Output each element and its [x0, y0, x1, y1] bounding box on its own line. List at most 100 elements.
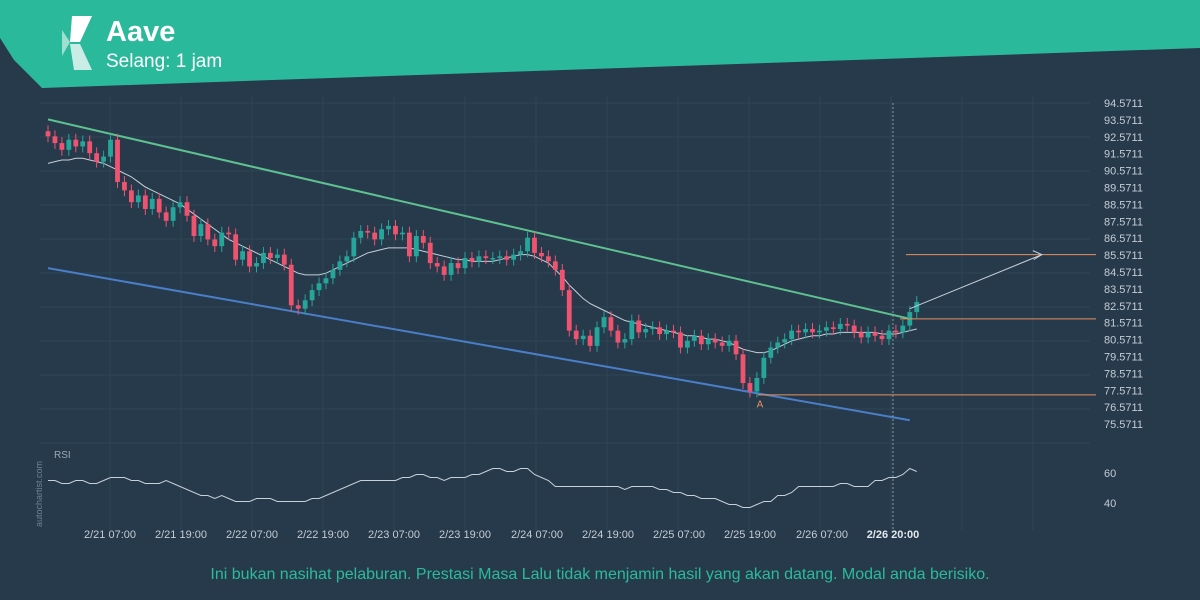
- candle: [483, 250, 489, 264]
- candle: [726, 334, 732, 352]
- rsi-tick-label: 60: [1104, 468, 1116, 480]
- candle: [754, 372, 760, 398]
- candle: [226, 226, 232, 241]
- candle-body: [768, 347, 774, 358]
- y-tick-label: 94.5711: [1104, 98, 1143, 110]
- candle: [122, 176, 127, 197]
- candle: [685, 334, 690, 354]
- candle-body: [824, 327, 829, 331]
- candle: [288, 258, 294, 312]
- candle-body: [483, 256, 489, 258]
- candle: [789, 324, 795, 346]
- candle: [657, 321, 662, 340]
- x-tick-label: 2/25 07:00: [653, 529, 705, 541]
- candle-body: [393, 225, 398, 235]
- candle: [879, 329, 885, 346]
- candle-body: [156, 198, 162, 213]
- x-tick-label: 2/23 19:00: [439, 529, 491, 541]
- y-tick-label: 83.5711: [1104, 284, 1143, 296]
- chart-grid: [40, 95, 1090, 530]
- candle-body: [851, 325, 857, 333]
- candle: [337, 255, 343, 276]
- candle: [504, 250, 510, 266]
- y-tick-label: 86.5711: [1104, 233, 1143, 245]
- candle: [497, 250, 503, 264]
- candle-body: [490, 257, 496, 260]
- candle: [664, 324, 669, 340]
- y-tick-label: 76.5711: [1104, 402, 1143, 414]
- candle-body: [559, 269, 565, 291]
- disclaimer-text: Ini bukan nasihat pelaburan. Prestasi Ma…: [210, 566, 990, 583]
- candle-body: [712, 339, 718, 343]
- candle: [142, 189, 148, 215]
- candle: [844, 317, 850, 332]
- candle-body: [344, 256, 350, 262]
- candle: [671, 324, 676, 339]
- candle-body: [400, 232, 405, 235]
- candle-body: [636, 320, 642, 333]
- candle-body: [365, 230, 371, 233]
- candle: [712, 333, 718, 349]
- candle-body: [122, 181, 127, 191]
- candle-body: [573, 330, 579, 340]
- candle: [803, 323, 808, 339]
- candle-body: [552, 261, 558, 270]
- x-axis: 2/21 07:00 2/21 19:00 2/22 07:00 2/22 19:00…: [84, 529, 919, 541]
- resistance-line: [47, 118, 911, 320]
- candle: [518, 245, 523, 261]
- candle-body: [685, 340, 690, 348]
- candle-body: [587, 335, 593, 346]
- candle-body: [295, 305, 301, 309]
- support-line: [47, 267, 910, 422]
- candle-body: [177, 202, 183, 208]
- candle: [810, 323, 815, 339]
- y-tick-label: 79.5711: [1104, 352, 1143, 364]
- candle: [469, 252, 475, 268]
- candle: [191, 209, 197, 242]
- candle-body: [810, 328, 815, 333]
- candle-body: [601, 317, 607, 328]
- candle-body: [45, 131, 51, 137]
- candle-body: [726, 340, 732, 346]
- candle-body: [219, 232, 225, 247]
- candle: [434, 257, 440, 273]
- candle: [393, 219, 398, 241]
- candle-body: [115, 139, 120, 182]
- x-tick-label: 2/26 07:00: [796, 529, 848, 541]
- candle-body: [323, 278, 329, 284]
- candle: [872, 326, 878, 342]
- candle: [817, 324, 822, 339]
- candle: [400, 226, 405, 241]
- candle: [851, 319, 857, 339]
- candle-body: [678, 332, 683, 348]
- candles: [45, 125, 920, 398]
- candle: [94, 147, 100, 168]
- candle: [108, 133, 113, 163]
- candle-body: [163, 212, 169, 221]
- y-tick-label: 82.5711: [1104, 301, 1143, 313]
- y-tick-label: 91.5711: [1104, 149, 1143, 161]
- candle-body: [782, 339, 788, 343]
- candle: [323, 272, 329, 290]
- candle: [170, 201, 176, 227]
- candle-body: [261, 252, 266, 264]
- candle-body: [740, 354, 746, 384]
- candle-body: [274, 254, 280, 258]
- candle-body: [379, 229, 384, 240]
- chart-overlay: A: [757, 103, 1096, 530]
- candle: [705, 333, 711, 351]
- rsi-panel: RSI 60 40: [48, 450, 1116, 510]
- candle: [358, 225, 364, 244]
- candle-body: [212, 239, 218, 247]
- header-background: [0, 0, 1200, 88]
- candle-body: [497, 256, 503, 258]
- candle-body: [316, 283, 322, 291]
- candle: [177, 196, 183, 214]
- candle-body: [525, 237, 530, 252]
- candle: [344, 250, 350, 268]
- x-tick-label: 2/25 19:00: [724, 529, 776, 541]
- candle-body: [288, 264, 294, 306]
- x-tick-label: 2/26 20:00: [867, 529, 920, 541]
- candle-body: [226, 232, 232, 235]
- candle-body: [594, 327, 600, 346]
